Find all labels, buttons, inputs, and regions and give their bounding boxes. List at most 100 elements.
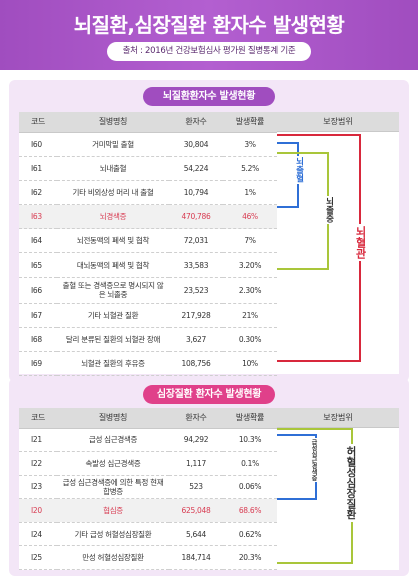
code-cell: I61 xyxy=(19,156,57,181)
rate-cell: 10.3% xyxy=(223,428,277,453)
code-cell: I23 xyxy=(19,475,57,500)
rate-cell: 10% xyxy=(223,351,277,377)
code-cell: I20 xyxy=(19,498,57,523)
table-row: I60 거미막밑 출혈 30,804 3% xyxy=(19,132,277,157)
count-cell: 23,523 xyxy=(169,277,223,304)
name-cell: 대뇌동맥의 폐색 및 협착 xyxy=(57,252,169,278)
count-cell: 625,048 xyxy=(169,498,223,523)
col-rate: 발생확률 xyxy=(223,408,277,429)
code-cell: I63 xyxy=(19,204,57,230)
rate-cell: 0.30% xyxy=(223,327,277,353)
count-cell: 217,928 xyxy=(169,303,223,328)
name-cell: 거미막밑 출혈 xyxy=(57,132,169,157)
count-cell: 470,786 xyxy=(169,204,223,230)
count-cell: 5,644 xyxy=(169,522,223,547)
table-row: I64 뇌전동맥의 폐색 및 협착 72,031 7% xyxy=(19,228,277,254)
ischemic-bracket xyxy=(277,428,353,564)
table-row: I23 급성 심근경색증에 의한 특정 현재 합병증 523 0.06% xyxy=(19,475,277,500)
col-coverage-range: 보장범위 xyxy=(277,112,399,132)
page-title: 뇌질환,심장질환 환자수 발생현황 xyxy=(73,13,345,37)
rate-cell: 21% xyxy=(223,303,277,328)
heart-disease-table: 코드 질병명칭 환자수 발생확률 I21 급성 심근경색증 94,292 10.… xyxy=(19,408,277,571)
code-cell: I22 xyxy=(19,451,57,476)
rate-cell: 0.62% xyxy=(223,522,277,547)
name-cell: 기타 비외상성 머리 내 출혈 xyxy=(57,180,169,206)
code-cell: I25 xyxy=(19,545,57,571)
rate-cell: 68.6% xyxy=(223,498,277,523)
col-code: 코드 xyxy=(19,112,57,133)
count-cell: 10,794 xyxy=(169,180,223,206)
rate-cell: 2.30% xyxy=(223,277,277,304)
count-cell: 3,627 xyxy=(169,327,223,353)
table-row: I65 대뇌동맥의 폐색 및 협착 33,583 3.20% xyxy=(19,252,277,278)
name-cell: 만성 허혈성심장질환 xyxy=(57,545,169,571)
brain-section-title: 뇌질환환자수 발생현황 xyxy=(143,87,275,106)
col-rate: 발생확률 xyxy=(223,112,277,133)
name-cell: 달리 분류된 질환의 뇌혈관 장애 xyxy=(57,327,169,353)
name-cell: 기타 급성 허혈성심장질환 xyxy=(57,522,169,547)
name-cell: 뇌전동맥의 폐색 및 협착 xyxy=(57,228,169,254)
code-cell: I65 xyxy=(19,252,57,278)
name-cell: 뇌혈관 질환의 후유증 xyxy=(57,351,169,377)
table-row: I24 기타 급성 허혈성심장질환 5,644 0.62% xyxy=(19,522,277,547)
code-cell: I62 xyxy=(19,180,57,206)
code-cell: I60 xyxy=(19,132,57,157)
heart-disease-panel: 심장질환 환자수 발생현황 코드 질병명칭 환자수 발생확률 I21 급성 심근… xyxy=(9,378,409,576)
name-cell: 속발성 심근경색증 xyxy=(57,451,169,476)
count-cell: 54,224 xyxy=(169,156,223,181)
ischemic-label: 허혈성심장질환 xyxy=(344,444,359,522)
rate-cell: 3.20% xyxy=(223,252,277,278)
col-code: 코드 xyxy=(19,408,57,429)
stroke-label: 뇌졸중 xyxy=(323,196,335,224)
table-row: I66 출혈 또는 경색증으로 명시되지 않은 뇌졸중 23,523 2.30% xyxy=(19,277,277,304)
hemorrhage-label: 뇌출혈 xyxy=(293,156,305,184)
code-cell: I24 xyxy=(19,522,57,547)
table-row: I67 기타 뇌혈관 질환 217,928 21% xyxy=(19,303,277,328)
rate-cell: 1% xyxy=(223,180,277,206)
cerebrovascular-bracket xyxy=(277,134,361,362)
header-banner: 뇌질환,심장질환 환자수 발생현황 출처 : 2016년 건강보험심사 평가원 … xyxy=(0,0,418,70)
rate-cell: 3% xyxy=(223,132,277,157)
table-row: I62 기타 비외상성 머리 내 출혈 10,794 1% xyxy=(19,180,277,206)
col-patient-count: 환자수 xyxy=(169,408,223,429)
count-cell: 108,756 xyxy=(169,351,223,377)
col-coverage-range: 보장범위 xyxy=(277,408,399,428)
table-row: I21 급성 심근경색증 94,292 10.3% xyxy=(19,428,277,453)
count-cell: 523 xyxy=(169,475,223,500)
code-cell: I66 xyxy=(19,277,57,304)
rate-cell: 46% xyxy=(223,204,277,230)
name-cell: 기타 뇌혈관 질환 xyxy=(57,303,169,328)
code-cell: I67 xyxy=(19,303,57,328)
code-cell: I68 xyxy=(19,327,57,353)
col-patient-count: 환자수 xyxy=(169,112,223,133)
table-row: I61 뇌내출혈 54,224 5.2% xyxy=(19,156,277,181)
brain-table-box: 코드 질병명칭 환자수 발생확률 I60 거미막밑 출혈 30,804 3% I… xyxy=(19,112,399,377)
rate-cell: 0.06% xyxy=(223,475,277,500)
name-cell: 급성 심근경색증 xyxy=(57,428,169,453)
count-cell: 33,583 xyxy=(169,252,223,278)
rate-cell: 0.1% xyxy=(223,451,277,476)
brain-disease-table: 코드 질병명칭 환자수 발생확률 I60 거미막밑 출혈 30,804 3% I… xyxy=(19,112,277,377)
heart-section-title: 심장질환 환자수 발생현황 xyxy=(143,385,275,404)
code-cell: I21 xyxy=(19,428,57,453)
code-cell: I69 xyxy=(19,351,57,377)
name-cell: 급성 심근경색증에 의한 특정 현재 합병증 xyxy=(57,475,169,500)
table-row: I22 속발성 심근경색증 1,117 0.1% xyxy=(19,451,277,476)
name-cell: 협심증 xyxy=(57,498,169,523)
mi-label: 급성심근경색증 xyxy=(309,438,318,482)
rate-cell: 20.3% xyxy=(223,545,277,571)
count-cell: 30,804 xyxy=(169,132,223,157)
count-cell: 184,714 xyxy=(169,545,223,571)
code-cell: I64 xyxy=(19,228,57,254)
rate-cell: 5.2% xyxy=(223,156,277,181)
table-row-highlighted: I20 협심증 625,048 68.6% xyxy=(19,498,277,523)
heart-table-box: 코드 질병명칭 환자수 발생확률 I21 급성 심근경색증 94,292 10.… xyxy=(19,408,399,571)
count-cell: 94,292 xyxy=(169,428,223,453)
name-cell: 뇌내출혈 xyxy=(57,156,169,181)
source-note: 출처 : 2016년 건강보험심사 평가원 질병통계 기준 xyxy=(107,42,311,61)
count-cell: 72,031 xyxy=(169,228,223,254)
col-disease-name: 질병명칭 xyxy=(57,408,169,429)
rate-cell: 7% xyxy=(223,228,277,254)
table-row: I69 뇌혈관 질환의 후유증 108,756 10% xyxy=(19,351,277,377)
count-cell: 1,117 xyxy=(169,451,223,476)
